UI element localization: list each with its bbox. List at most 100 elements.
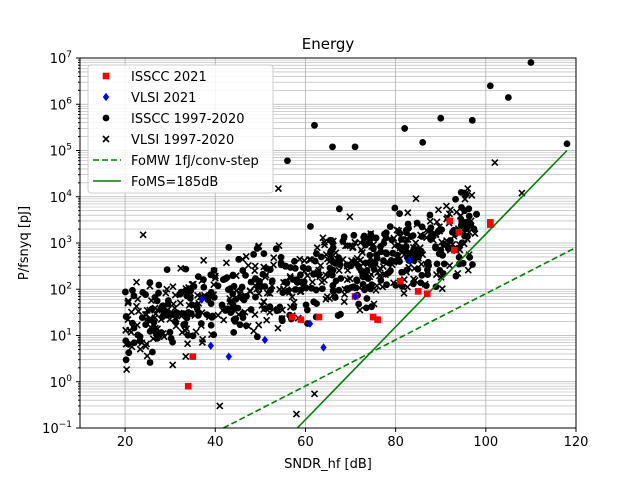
isscc-1997-2020-point [284,157,291,165]
vlsi-1997-2020-point [417,260,425,268]
vlsi-1997-2020-point [402,235,410,243]
isscc-1997-2020-point [318,285,326,293]
vlsi-1997-2020-point [232,272,240,280]
isscc-1997-2020-point [260,250,268,258]
isscc-1997-2020-point [130,339,138,347]
vlsi-1997-2020-point [438,285,446,293]
isscc-1997-2020-point [166,328,174,336]
isscc-1997-2020-point [146,359,154,366]
vlsi-1997-2020-point [124,297,132,305]
isscc-1997-2020-point [229,306,236,314]
vlsi-1997-2020-point [255,284,263,292]
isscc-1997-2020-point [293,279,301,286]
y-tick-label: 101 [50,328,72,345]
vlsi-1997-2020-point [275,242,283,250]
isscc-1997-2020-point [457,188,465,196]
vlsi-2021-point [320,343,327,352]
isscc-1997-2020-point [183,314,191,322]
chart-title: Energy [302,35,355,53]
vlsi-1997-2020-point [409,275,418,283]
vlsi-1997-2020-point [403,283,412,291]
vlsi-1997-2020-point [184,340,192,348]
isscc-1997-2020-point [381,230,388,238]
vlsi-1997-2020-point [211,274,219,282]
isscc-1997-2020-point [351,143,359,151]
isscc-1997-2020-point [427,232,435,240]
isscc-1997-2020-point [417,279,425,287]
vlsi-1997-2020-point [434,206,443,214]
vlsi-1997-2020-point [491,158,499,167]
isscc-2021-point [315,313,323,321]
legend-label: ISSCC 2021 [131,70,207,85]
isscc-1997-2020-point [186,294,194,302]
isscc-1997-2020-point [418,223,426,231]
legend-label: VLSI 2021 [131,91,196,106]
vlsi-1997-2020-point [372,286,380,294]
legend-label: FoMS=185dB [131,175,218,190]
vlsi-1997-2020-point [314,268,322,276]
vlsi-2021-point [351,292,359,301]
vlsi-1997-2020-point [157,315,165,324]
vlsi-1997-2020-point [343,276,351,284]
highlighted-scatter-points [184,217,494,390]
vlsi-1997-2020-point [258,301,266,310]
isscc-1997-2020-point [179,310,187,317]
x-tick-label: 80 [387,435,404,450]
isscc-1997-2020-point [335,254,343,262]
isscc-2021-point [446,217,454,225]
isscc-1997-2020-point [278,317,286,325]
isscc-1997-2020-point [371,259,379,267]
legend: ISSCC 2021 VLSI 2021 ISSCC 1997-2020 VLSI 1… [87,64,274,194]
isscc-1997-2020-point [130,324,138,332]
vlsi-1997-2020-point [313,244,321,252]
vlsi-1997-2020-point [255,321,263,329]
vlsi-1997-2020-point [412,195,420,203]
vlsi-2021-point [261,335,269,345]
isscc-1997-2020-point [121,288,129,296]
vlsi-1997-2020-point [246,287,254,295]
vlsi-1997-2020-point [197,322,205,330]
x-tick-label: 100 [473,435,498,450]
vlsi-1997-2020-point [208,330,216,339]
isscc-1997-2020-point [434,228,442,236]
isscc-1997-2020-point [437,114,445,122]
isscc-1997-2020-point [458,239,466,247]
vlsi-1997-2020-point [307,256,315,264]
isscc-1997-2020-point [465,212,473,220]
isscc-1997-2020-point [291,257,298,265]
isscc-1997-2020-point [220,276,228,283]
vlsi-1997-2020-point [177,264,185,272]
isscc-1997-2020-point [432,243,439,251]
isscc-1997-2020-point [413,219,421,227]
isscc-1997-2020-point [250,251,258,258]
isscc-1997-2020-point [386,223,394,231]
vlsi-1997-2020-point [456,212,464,220]
isscc-1997-2020-point [410,246,418,253]
isscc-1997-2020-point [155,289,162,297]
vlsi-1997-2020-point [346,242,354,250]
isscc-1997-2020-point [427,224,435,232]
vlsi-1997-2020-point [251,267,259,275]
isscc-1997-2020-point [308,284,315,292]
isscc-1997-2020-point [359,280,367,288]
vlsi-1997-2020-point [361,273,369,281]
isscc-1997-2020-point [184,331,192,339]
vlsi-2021-point [225,352,232,361]
isscc-2021-point [450,246,458,254]
vlsi-1997-2020-point [286,303,295,311]
vlsi-1997-2020-point [162,289,170,297]
x-axis-ticks: 20 40 60 80 100 120 [117,428,588,450]
isscc-1997-2020-point [419,138,427,146]
vlsi-1997-2020-point [136,345,144,353]
isscc-1997-2020-point [195,309,203,317]
vlsi-1997-2020-point [379,270,387,279]
isscc-1997-2020-point [207,288,215,296]
vlsi-1997-2020-point [300,267,308,275]
vlsi-1997-2020-point [182,325,191,333]
legend-marker-square [102,72,110,80]
vlsi-1997-2020-point [308,278,316,286]
isscc-1997-2020-point [163,266,171,274]
vlsi-1997-2020-point [356,306,364,314]
y-tick-label: 10−1 [42,420,72,437]
vlsi-1997-2020-point [341,290,349,298]
